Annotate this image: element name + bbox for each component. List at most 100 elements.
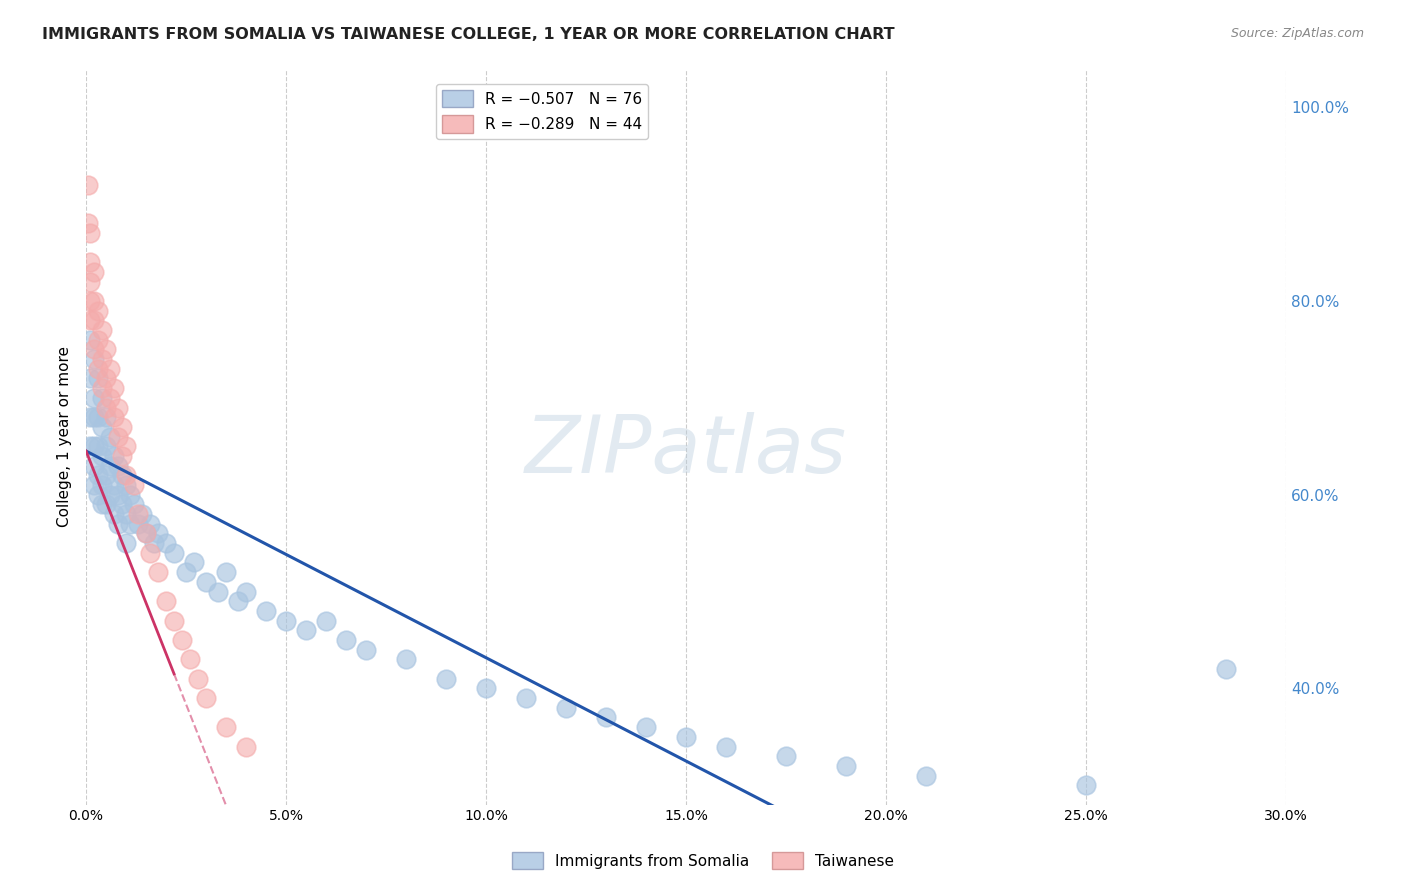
Point bbox=[94, 439, 117, 453]
Point bbox=[122, 497, 145, 511]
Point bbox=[1215, 662, 1237, 676]
Point bbox=[79, 293, 101, 308]
Point bbox=[79, 333, 101, 347]
Point bbox=[395, 652, 418, 666]
Legend: R = −0.507   N = 76, R = −0.289   N = 44: R = −0.507 N = 76, R = −0.289 N = 44 bbox=[436, 84, 648, 138]
Point bbox=[103, 478, 125, 492]
Point bbox=[226, 594, 249, 608]
Point bbox=[139, 516, 162, 531]
Point bbox=[94, 497, 117, 511]
Text: ZIPatlas: ZIPatlas bbox=[524, 412, 846, 491]
Point bbox=[195, 691, 218, 706]
Point bbox=[235, 739, 257, 754]
Point bbox=[1074, 778, 1097, 792]
Y-axis label: College, 1 year or more: College, 1 year or more bbox=[58, 346, 72, 527]
Point bbox=[115, 468, 138, 483]
Point bbox=[79, 371, 101, 385]
Point bbox=[122, 478, 145, 492]
Point bbox=[77, 178, 100, 192]
Point bbox=[434, 672, 457, 686]
Point bbox=[103, 381, 125, 395]
Point bbox=[91, 352, 114, 367]
Point bbox=[103, 507, 125, 521]
Point bbox=[207, 584, 229, 599]
Point bbox=[107, 516, 129, 531]
Point bbox=[91, 449, 114, 463]
Point bbox=[179, 652, 201, 666]
Point bbox=[83, 439, 105, 453]
Point bbox=[835, 759, 858, 773]
Text: Source: ZipAtlas.com: Source: ZipAtlas.com bbox=[1230, 27, 1364, 40]
Point bbox=[127, 507, 149, 521]
Point bbox=[79, 255, 101, 269]
Point bbox=[83, 458, 105, 473]
Point bbox=[79, 275, 101, 289]
Point bbox=[98, 429, 121, 443]
Point bbox=[254, 604, 277, 618]
Point bbox=[115, 507, 138, 521]
Point bbox=[195, 574, 218, 589]
Point bbox=[91, 381, 114, 395]
Point bbox=[183, 556, 205, 570]
Point bbox=[163, 614, 186, 628]
Point bbox=[98, 391, 121, 405]
Point bbox=[515, 691, 537, 706]
Point bbox=[215, 565, 238, 579]
Point bbox=[155, 594, 177, 608]
Point bbox=[111, 420, 134, 434]
Point bbox=[87, 333, 110, 347]
Point bbox=[94, 401, 117, 415]
Point bbox=[107, 458, 129, 473]
Point bbox=[555, 700, 578, 714]
Point bbox=[91, 478, 114, 492]
Point bbox=[103, 410, 125, 425]
Point bbox=[595, 710, 617, 724]
Point bbox=[475, 681, 498, 696]
Point bbox=[107, 401, 129, 415]
Point bbox=[170, 632, 193, 647]
Text: IMMIGRANTS FROM SOMALIA VS TAIWANESE COLLEGE, 1 YEAR OR MORE CORRELATION CHART: IMMIGRANTS FROM SOMALIA VS TAIWANESE COL… bbox=[42, 27, 894, 42]
Point bbox=[83, 293, 105, 308]
Point bbox=[120, 488, 142, 502]
Point bbox=[79, 410, 101, 425]
Point bbox=[135, 526, 157, 541]
Point bbox=[295, 624, 318, 638]
Point bbox=[83, 410, 105, 425]
Point bbox=[79, 313, 101, 327]
Point bbox=[143, 536, 166, 550]
Point bbox=[98, 458, 121, 473]
Point bbox=[146, 526, 169, 541]
Point bbox=[215, 720, 238, 734]
Point bbox=[111, 449, 134, 463]
Point bbox=[155, 536, 177, 550]
Point bbox=[315, 614, 337, 628]
Point bbox=[87, 371, 110, 385]
Point bbox=[83, 343, 105, 357]
Point bbox=[83, 478, 105, 492]
Point bbox=[103, 449, 125, 463]
Point bbox=[87, 361, 110, 376]
Point bbox=[98, 361, 121, 376]
Point bbox=[335, 632, 357, 647]
Point bbox=[83, 313, 105, 327]
Point bbox=[915, 768, 938, 782]
Point bbox=[91, 420, 114, 434]
Point bbox=[87, 410, 110, 425]
Point bbox=[111, 468, 134, 483]
Point bbox=[775, 749, 797, 764]
Point bbox=[94, 410, 117, 425]
Point bbox=[139, 546, 162, 560]
Point bbox=[87, 439, 110, 453]
Point bbox=[127, 516, 149, 531]
Point bbox=[274, 614, 297, 628]
Point bbox=[675, 730, 697, 744]
Point bbox=[107, 429, 129, 443]
Point bbox=[98, 488, 121, 502]
Point bbox=[94, 343, 117, 357]
Point bbox=[235, 584, 257, 599]
Point bbox=[131, 507, 153, 521]
Point bbox=[115, 478, 138, 492]
Point bbox=[91, 323, 114, 337]
Point bbox=[634, 720, 657, 734]
Point bbox=[94, 371, 117, 385]
